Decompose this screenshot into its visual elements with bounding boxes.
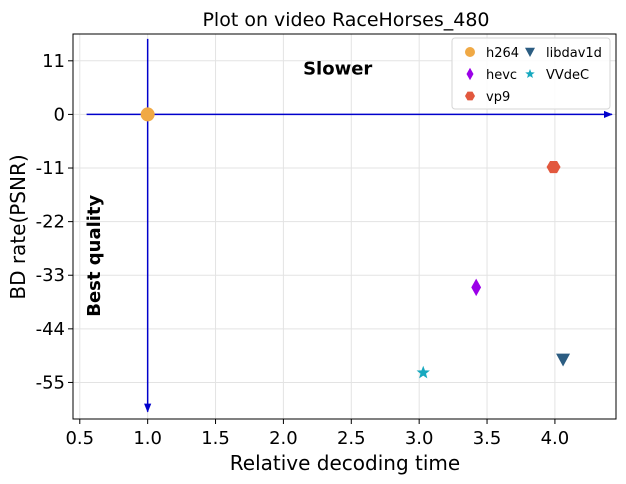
chart-title: Plot on video RaceHorses_480 — [202, 9, 489, 31]
y-axis-label: BD rate(PSNR) — [6, 154, 30, 299]
legend-label-vp9: vp9 — [486, 90, 510, 105]
x-tick-label: 3.5 — [473, 428, 502, 449]
y-axis-ticks: 11 0 -11 -22 -33 -44 -55 — [36, 51, 73, 393]
plot-frame — [72, 33, 617, 420]
data-point-libdav1d — [556, 353, 571, 367]
y-tick-label: -33 — [36, 265, 65, 286]
legend-label-libdav1d: libdav1d — [546, 46, 602, 61]
x-tick-label: 1.0 — [133, 428, 162, 449]
y-tick-label: -11 — [36, 158, 65, 179]
x-tick-label: 3.0 — [405, 428, 434, 449]
data-point-vvdec — [416, 365, 430, 379]
y-tick-label: -44 — [36, 319, 65, 340]
legend-marker-libdav1d — [525, 47, 535, 57]
y-tick-label: -55 — [36, 372, 65, 393]
data-point-hevc — [471, 278, 482, 297]
legend-marker-vvdec — [525, 69, 535, 79]
annotation-slower: Slower — [303, 58, 372, 79]
annotation-best-quality: Best quality — [84, 194, 105, 316]
y-tick-label: 0 — [54, 104, 65, 125]
data-point-h264 — [140, 107, 155, 122]
x-tick-label: 2.5 — [337, 428, 366, 449]
legend-marker-hevc — [466, 67, 474, 81]
reference-arrows — [86, 38, 613, 413]
legend: h264 hevc vp9 libdav1d VVdeC — [451, 37, 611, 110]
grid — [73, 34, 616, 419]
y-tick-label: 11 — [42, 51, 65, 72]
x-tick-label: 1.5 — [201, 428, 230, 449]
y-tick-label: -22 — [36, 212, 65, 233]
legend-marker-vp9 — [465, 91, 475, 101]
x-tick-label: 2.0 — [269, 428, 298, 449]
x-axis-ticks: 0.5 1.0 1.5 2.0 2.5 3.0 3.5 4.0 — [65, 419, 569, 449]
annotations: Slower Best quality — [84, 58, 372, 316]
legend-label-h264: h264 — [486, 46, 519, 61]
legend-label-vvdec: VVdeC — [546, 68, 589, 83]
legend-label-hevc: hevc — [486, 68, 517, 83]
x-axis-label: Relative decoding time — [230, 451, 460, 475]
x-tick-label: 0.5 — [65, 428, 94, 449]
data-points — [140, 107, 571, 379]
data-point-vp9 — [546, 160, 561, 174]
x-tick-label: 4.0 — [541, 428, 570, 449]
legend-marker-h264 — [465, 47, 475, 57]
